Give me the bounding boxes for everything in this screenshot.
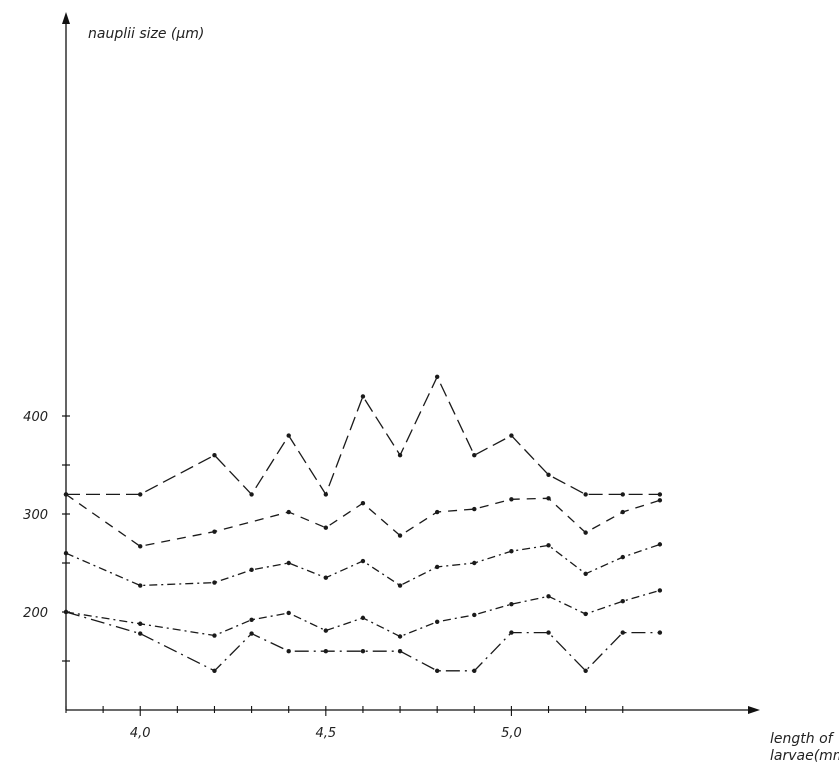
data-point — [620, 554, 625, 560]
x-axis-title-line-2: larvae(mm) — [770, 748, 839, 764]
data-point — [360, 649, 366, 654]
y-tick-label: 400 — [23, 410, 48, 425]
data-point — [249, 567, 254, 573]
data-point — [212, 633, 217, 638]
data-point — [509, 601, 514, 607]
data-point — [323, 628, 329, 633]
x-tick-label: 4,0 — [130, 726, 151, 741]
data-point — [657, 542, 663, 547]
data-point — [249, 617, 254, 623]
data-point — [434, 619, 440, 624]
y-tick-label: 200 — [23, 606, 48, 621]
data-point — [546, 630, 551, 635]
x-axis-title-line-1: length of — [770, 731, 835, 747]
data-point — [546, 472, 551, 477]
series-line — [65, 589, 661, 638]
data-point — [509, 497, 514, 502]
data-point — [472, 668, 477, 673]
data-point — [212, 668, 217, 673]
x-ticks: 4,0 4,5 5,0 — [65, 706, 624, 741]
data-point — [360, 501, 366, 506]
data-point — [397, 533, 403, 538]
data-point — [138, 583, 143, 588]
data-point — [434, 668, 440, 673]
data-point — [472, 506, 477, 512]
data-point — [138, 631, 143, 636]
data-point — [360, 615, 366, 621]
data-point — [546, 594, 551, 599]
data-point — [138, 544, 143, 549]
data-point — [360, 558, 366, 564]
data-point — [249, 631, 254, 636]
data-point — [323, 492, 329, 497]
data-point — [657, 498, 663, 503]
series-layer — [63, 374, 663, 673]
data-point — [63, 609, 69, 615]
series-line — [65, 493, 661, 547]
data-point — [620, 492, 625, 497]
series-line — [65, 543, 661, 587]
x-tick-label: 5,0 — [501, 726, 522, 741]
data-point — [360, 394, 366, 399]
y-axis-arrow — [62, 12, 70, 24]
series-3 — [63, 542, 663, 588]
data-point — [286, 509, 291, 515]
data-point — [286, 560, 291, 566]
data-point — [546, 496, 551, 501]
data-point — [434, 374, 440, 379]
data-point — [620, 630, 625, 635]
data-point — [323, 649, 329, 654]
data-point — [472, 612, 477, 618]
series-line — [65, 611, 660, 672]
data-point — [286, 649, 291, 654]
data-point — [620, 599, 625, 604]
data-point — [249, 492, 254, 497]
data-point — [138, 492, 143, 497]
data-point — [63, 551, 69, 556]
data-point — [323, 575, 329, 580]
data-point — [286, 610, 291, 616]
data-point — [657, 630, 663, 635]
x-axis-arrow — [748, 706, 760, 714]
series-5 — [63, 609, 663, 673]
data-point — [583, 668, 588, 673]
data-point — [509, 549, 514, 554]
data-point — [434, 509, 440, 515]
data-point — [583, 611, 588, 617]
data-point — [546, 543, 551, 548]
data-point — [509, 630, 514, 635]
data-point — [397, 453, 403, 458]
series-2 — [63, 492, 663, 549]
data-point — [212, 529, 217, 534]
data-point — [212, 580, 217, 585]
axes: 200 300 400 4,0 4,5 5,0 — [23, 12, 760, 741]
data-point — [212, 453, 217, 458]
data-point — [397, 583, 403, 588]
data-point — [583, 571, 588, 576]
data-point — [472, 453, 477, 458]
data-point — [286, 433, 291, 438]
data-point — [397, 649, 403, 654]
data-point — [63, 492, 69, 497]
series-4 — [63, 588, 663, 639]
data-point — [509, 433, 514, 438]
data-point — [583, 530, 588, 535]
data-point — [583, 492, 588, 497]
y-axis-title: nauplii size (μm) — [88, 26, 204, 42]
data-point — [323, 525, 329, 530]
data-point — [397, 634, 403, 639]
data-point — [472, 560, 477, 566]
y-ticks: 200 300 400 — [23, 410, 70, 662]
data-point — [620, 509, 625, 515]
data-point — [657, 588, 663, 593]
series-1 — [63, 374, 663, 497]
y-tick-label: 300 — [23, 508, 48, 523]
x-tick-label: 4,5 — [315, 726, 336, 741]
data-point — [434, 564, 440, 570]
data-point — [657, 492, 663, 497]
data-point — [138, 621, 143, 626]
